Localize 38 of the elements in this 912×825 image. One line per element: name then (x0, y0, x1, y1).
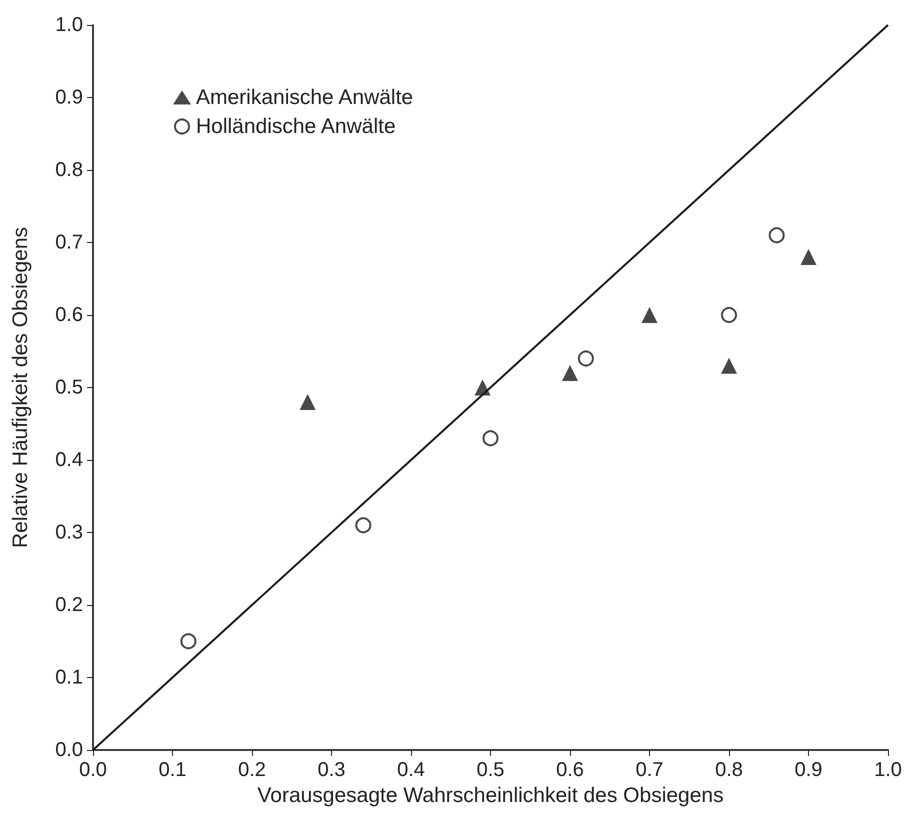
y-tick-label: 0.0 (55, 739, 83, 761)
legend-label: Holländische Anwälte (196, 115, 396, 138)
point (642, 307, 658, 323)
point (721, 358, 737, 374)
y-axis-title: Relative Häufigkeit des Obsiegens (9, 226, 32, 548)
y-tick-label: 0.6 (55, 304, 83, 326)
y-tick-label: 0.3 (55, 522, 83, 544)
point (578, 350, 594, 366)
point (300, 394, 316, 410)
point (768, 227, 785, 244)
x-axis-title: Vorausgesagte Wahrscheinlichkeit des Obsiegens (257, 784, 724, 807)
x-tick-label: 0.7 (636, 759, 664, 781)
y-tick-label: 0.7 (55, 232, 83, 254)
point (474, 380, 491, 396)
legend-label: Amerikanische Anwälte (196, 86, 414, 109)
y-tick-label: 0.1 (55, 666, 83, 688)
x-tick-label: 0.5 (476, 759, 504, 781)
y-tick-label: 1.0 (55, 14, 83, 36)
x-tick-label: 0.8 (715, 759, 743, 781)
x-tick-label: 0.6 (556, 759, 584, 781)
point (562, 365, 578, 381)
point (800, 249, 816, 265)
y-tick-label: 0.8 (55, 159, 83, 181)
x-tick-label: 0.3 (318, 759, 346, 781)
y-tick-label: 0.2 (55, 594, 83, 616)
x-tick-label: 0.4 (397, 759, 425, 781)
x-tick-label: 0.1 (158, 759, 186, 781)
x-tick-label: 0.2 (238, 759, 266, 781)
y-tick-label: 0.4 (55, 449, 83, 471)
x-tick-label: 0.9 (794, 759, 822, 781)
point (180, 633, 196, 650)
point (355, 517, 372, 534)
point (482, 430, 498, 446)
y-tick-label: 0.5 (55, 376, 83, 398)
x-tick-label: 1.0 (874, 759, 902, 781)
point (721, 307, 737, 323)
x-tick-label: 0.0 (79, 759, 107, 781)
y-tick-label: 0.9 (55, 86, 83, 108)
